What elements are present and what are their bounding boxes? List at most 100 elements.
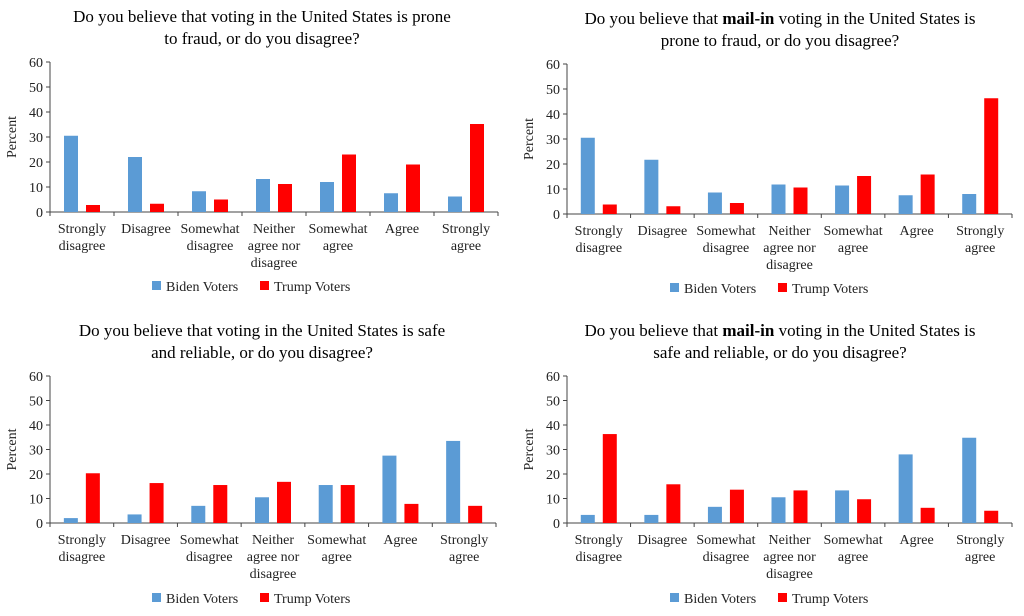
x-category-label: Strongly (575, 224, 623, 239)
chart-title-part: and reliable, or do you disagree? (151, 343, 373, 362)
x-category-label: Somewhat (180, 222, 239, 237)
bar-biden-voters (382, 455, 397, 523)
legend-swatch (260, 281, 269, 290)
y-tick-label: 30 (29, 444, 43, 459)
chart-title-line: and reliable, or do you disagree? (151, 343, 373, 362)
chart-title-bold: mail-in (722, 9, 774, 28)
y-tick-label: 60 (546, 370, 560, 385)
bar-trump-voters (984, 510, 999, 523)
chart-1: Do you believe that voting in the United… (5, 7, 499, 295)
bar-trump-voters (214, 199, 228, 212)
x-category-label: disagree (575, 550, 622, 565)
bar-trump-voters (406, 164, 420, 212)
bar-trump-voters (85, 473, 100, 523)
y-tick-label: 40 (546, 419, 560, 434)
legend-label: Biden Voters (166, 592, 238, 607)
bar-biden-voters (962, 194, 977, 214)
x-category-label: Strongly (442, 222, 490, 237)
bar-biden-voters (256, 179, 270, 212)
chart-title-part: Do you believe that voting in the United… (73, 7, 451, 26)
x-category-label: Somewhat (696, 533, 755, 548)
x-category-label: Neither (253, 222, 295, 237)
bar-biden-voters (448, 196, 462, 212)
chart-title-part: safe and reliable, or do you disagree? (653, 343, 906, 362)
x-category-label: disagree (59, 239, 106, 254)
x-category-label: agree (323, 239, 353, 254)
x-category-label: Agree (383, 533, 417, 548)
bar-trump-voters (666, 484, 681, 523)
bar-biden-voters (962, 437, 977, 523)
x-category-label: Neither (252, 533, 294, 548)
y-tick-label: 0 (36, 206, 43, 221)
bar-biden-voters (255, 497, 269, 523)
x-category-label: disagree (766, 258, 813, 273)
y-tick-label: 60 (546, 58, 560, 73)
chart-title-part: Do you believe that (585, 9, 723, 28)
y-tick-label: 30 (546, 133, 560, 148)
x-category-label: agree (838, 241, 868, 256)
legend-swatch (670, 283, 679, 292)
x-category-label: agree nor (248, 239, 301, 254)
chart-3: Do you believe that voting in the United… (5, 321, 497, 607)
bar-biden-voters (191, 505, 206, 523)
x-category-label: disagree (250, 567, 297, 582)
y-tick-label: 20 (546, 158, 560, 173)
bar-biden-voters (644, 159, 659, 214)
bar-trump-voters (468, 505, 483, 523)
bar-biden-voters (318, 485, 333, 523)
chart-title-part: to fraud, or do you disagree? (164, 29, 359, 48)
bar-biden-voters (835, 490, 850, 523)
legend-label: Trump Voters (274, 592, 350, 607)
bar-biden-voters (446, 440, 461, 523)
y-tick-label: 20 (546, 468, 560, 483)
legend-label: Trump Voters (792, 592, 868, 607)
bar-trump-voters (857, 176, 872, 214)
legend-swatch (670, 593, 679, 602)
chart-title-part: voting in the United States is (774, 9, 975, 28)
x-category-label: disagree (187, 239, 234, 254)
legend-swatch (152, 281, 161, 290)
x-category-label: Strongly (956, 533, 1004, 548)
chart-title-part: Do you believe that voting in the United… (79, 321, 445, 340)
x-category-label: Agree (900, 533, 934, 548)
legend-label: Biden Voters (684, 282, 756, 297)
bar-trump-voters (278, 184, 292, 212)
bar-biden-voters (771, 184, 786, 214)
x-category-label: Strongly (440, 533, 488, 548)
bar-biden-voters (707, 192, 722, 214)
x-category-label: agree nor (763, 550, 816, 565)
y-tick-label: 50 (546, 395, 560, 410)
x-category-label: Neither (769, 224, 811, 239)
x-category-label: Disagree (637, 533, 687, 548)
y-tick-label: 60 (29, 56, 43, 71)
chart-title-part: Do you believe that (585, 321, 723, 340)
y-tick-label: 10 (29, 181, 43, 196)
bar-trump-voters (666, 206, 681, 214)
legend-swatch (152, 593, 161, 602)
x-category-label: Agree (385, 222, 419, 237)
x-category-label: Strongly (58, 533, 106, 548)
x-category-label: disagree (703, 241, 750, 256)
y-axis-label: Percent (5, 116, 20, 158)
chart-title-part: voting in the United States is (774, 321, 975, 340)
bar-biden-voters (835, 185, 850, 214)
bar-trump-voters (793, 187, 808, 214)
bar-trump-voters (602, 204, 617, 214)
y-tick-label: 30 (546, 444, 560, 459)
bar-trump-voters (86, 205, 100, 212)
bar-trump-voters (793, 490, 808, 523)
y-tick-label: 10 (546, 183, 560, 198)
x-category-label: Strongly (58, 222, 106, 237)
bar-biden-voters (384, 193, 398, 212)
legend-label: Biden Voters (684, 592, 756, 607)
bar-biden-voters (580, 514, 595, 523)
chart-title-line: to fraud, or do you disagree? (164, 29, 359, 48)
legend-swatch (260, 593, 269, 602)
legend-label: Trump Voters (792, 282, 868, 297)
x-category-label: Strongly (956, 224, 1004, 239)
bar-biden-voters (128, 157, 142, 212)
bar-biden-voters (127, 514, 142, 523)
x-category-label: disagree (186, 550, 233, 565)
x-category-label: Somewhat (308, 222, 367, 237)
bar-biden-voters (192, 191, 206, 212)
